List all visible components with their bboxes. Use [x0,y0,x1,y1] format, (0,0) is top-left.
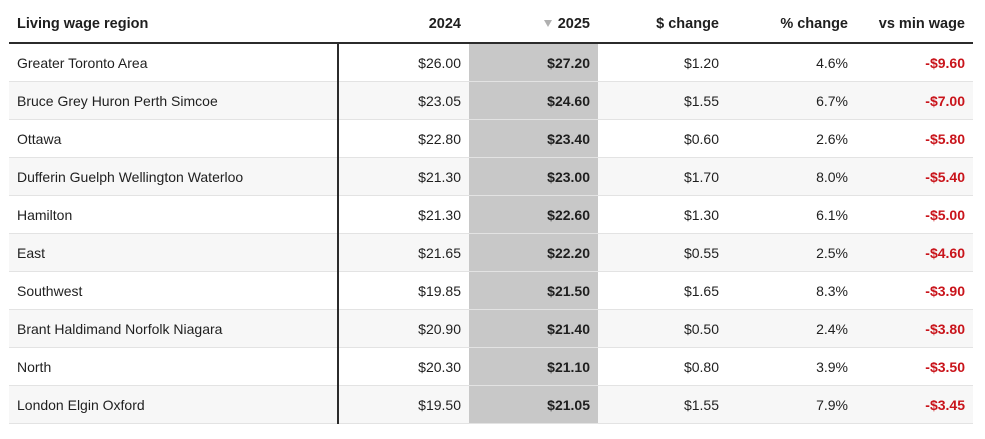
percent-change-cell: 8.3% [727,271,856,310]
percent-change-cell: 4.6% [727,43,856,82]
value-2025-cell: $22.60 [469,195,598,234]
region-cell: Ottawa [9,119,339,158]
sort-descending-icon [543,20,552,27]
value-2024-cell: $21.30 [338,195,469,234]
table-row: Bruce Grey Huron Perth Simcoe $23.05 $24.6… [9,81,973,120]
region-cell: Bruce Grey Huron Perth Simcoe [9,81,339,120]
value-2025-cell: $21.05 [469,385,598,424]
value-2024-cell: $22.80 [338,119,469,158]
value-2025-cell: $23.40 [469,119,598,158]
region-cell: Southwest [9,271,339,310]
value-2024-cell: $26.00 [338,43,469,82]
value-2025-cell: $27.20 [469,43,598,82]
percent-change-cell: 6.7% [727,81,856,120]
value-2025-cell: $24.60 [469,81,598,120]
vs-min-wage-cell: -$5.00 [856,195,973,234]
percent-change-cell: 2.5% [727,233,856,272]
table-row: Dufferin Guelph Wellington Waterloo $21.3… [9,157,973,196]
vs-min-wage-cell: -$3.90 [856,271,973,310]
table-row: Greater Toronto Area $26.00 $27.20 $1.20 4.6… [9,43,973,82]
dollar-change-cell: $1.55 [598,385,727,424]
dollar-change-cell: $1.70 [598,157,727,196]
vs-min-wage-cell: -$3.50 [856,347,973,386]
living-wage-table: Living wage region 2024 2025 $ change % … [9,6,973,424]
column-header-percent-change[interactable]: % change [727,6,856,44]
vs-min-wage-cell: -$9.60 [856,43,973,82]
value-2025-cell: $21.40 [469,309,598,348]
region-cell: North [9,347,339,386]
table-row: Southwest $19.85 $21.50 $1.65 8.3% -$3.90 [9,271,973,310]
vs-min-wage-cell: -$3.45 [856,385,973,424]
column-header-dollar-change[interactable]: $ change [598,6,727,44]
table-row: East $21.65 $22.20 $0.55 2.5% -$4.60 [9,233,973,272]
percent-change-cell: 7.9% [727,385,856,424]
dollar-change-cell: $1.30 [598,195,727,234]
vs-min-wage-cell: -$3.80 [856,309,973,348]
dollar-change-cell: $0.60 [598,119,727,158]
dollar-change-cell: $0.55 [598,233,727,272]
value-2024-cell: $19.85 [338,271,469,310]
value-2024-cell: $19.50 [338,385,469,424]
table-row: Hamilton $21.30 $22.60 $1.30 6.1% -$5.00 [9,195,973,234]
value-2024-cell: $20.30 [338,347,469,386]
column-header-2024[interactable]: 2024 [338,6,469,44]
region-cell: Dufferin Guelph Wellington Waterloo [9,157,339,196]
value-2024-cell: $21.30 [338,157,469,196]
living-wage-table-container: Living wage region 2024 2025 $ change % … [9,6,973,424]
value-2025-cell: $21.10 [469,347,598,386]
vs-min-wage-cell: -$5.80 [856,119,973,158]
value-2024-cell: $20.90 [338,309,469,348]
percent-change-cell: 8.0% [727,157,856,196]
percent-change-cell: 3.9% [727,347,856,386]
dollar-change-cell: $1.55 [598,81,727,120]
dollar-change-cell: $0.80 [598,347,727,386]
table-row: London Elgin Oxford $19.50 $21.05 $1.55 7.9%… [9,385,973,424]
region-cell: London Elgin Oxford [9,385,339,424]
header-row: Living wage region 2024 2025 $ change % … [9,6,973,44]
region-cell: East [9,233,339,272]
column-header-2025[interactable]: 2025 [469,6,598,44]
value-2025-cell: $22.20 [469,233,598,272]
dollar-change-cell: $1.65 [598,271,727,310]
value-2025-cell: $23.00 [469,157,598,196]
vs-min-wage-cell: -$7.00 [856,81,973,120]
table-row: Brant Haldimand Norfolk Niagara $20.90 $21… [9,309,973,348]
column-header-region[interactable]: Living wage region [9,6,338,44]
region-cell: Brant Haldimand Norfolk Niagara [9,309,339,348]
vs-min-wage-cell: -$5.40 [856,157,973,196]
percent-change-cell: 2.6% [727,119,856,158]
value-2025-cell: $21.50 [469,271,598,310]
dollar-change-cell: $0.50 [598,309,727,348]
dollar-change-cell: $1.20 [598,43,727,82]
percent-change-cell: 2.4% [727,309,856,348]
value-2024-cell: $23.05 [338,81,469,120]
percent-change-cell: 6.1% [727,195,856,234]
table-row: Ottawa $22.80 $23.40 $0.60 2.6% -$5.80 [9,119,973,158]
column-header-vs-min-wage[interactable]: vs min wage [856,6,973,44]
vs-min-wage-cell: -$4.60 [856,233,973,272]
table-row: North $20.30 $21.10 $0.80 3.9% -$3.50 [9,347,973,386]
region-cell: Greater Toronto Area [9,43,339,82]
region-cell: Hamilton [9,195,339,234]
value-2024-cell: $21.65 [338,233,469,272]
